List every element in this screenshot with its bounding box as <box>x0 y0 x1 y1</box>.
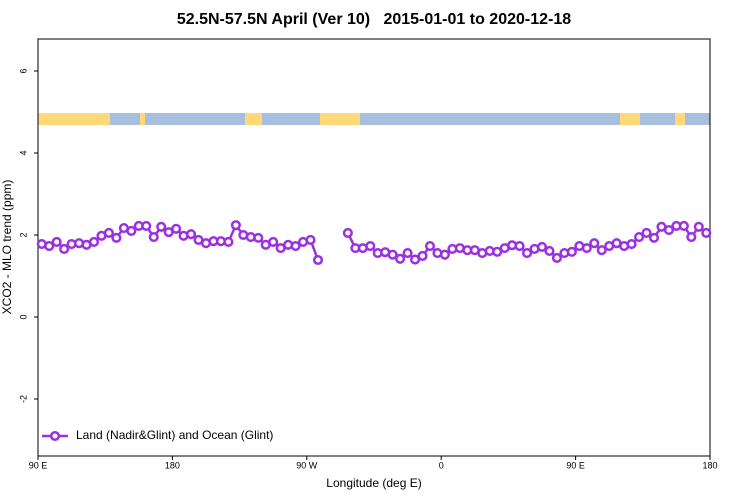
data-point <box>186 229 197 240</box>
data-point <box>230 220 241 231</box>
data-point <box>253 232 264 243</box>
data-point <box>268 236 279 248</box>
y-tick-label: 4 <box>18 150 28 155</box>
x-tick-label: 180 <box>165 460 180 470</box>
data-point <box>693 221 704 232</box>
data-point <box>439 249 450 260</box>
data-point <box>536 241 548 252</box>
x-tick-label: 90 E <box>29 460 48 470</box>
data-point <box>641 227 652 238</box>
data-point <box>589 238 600 249</box>
data-point <box>514 241 525 252</box>
data-point <box>365 241 376 252</box>
data-point <box>156 221 167 232</box>
y-tick-label: 2 <box>18 232 28 237</box>
data-point <box>51 236 62 248</box>
data-point <box>148 231 159 243</box>
data-point <box>141 220 152 232</box>
data-point <box>395 253 406 264</box>
data-point <box>544 245 555 257</box>
data-point <box>103 227 114 238</box>
y-tick-label: -2 <box>18 395 28 403</box>
data-point <box>634 231 645 243</box>
data-point <box>223 236 234 248</box>
data-point <box>596 245 607 256</box>
legend-label: Land (Nadir&Glint) and Ocean (Glint) <box>76 428 273 442</box>
data-point <box>402 247 413 259</box>
data-point <box>88 236 100 248</box>
x-tick-label: 90 W <box>296 460 318 470</box>
data-point <box>44 241 55 252</box>
data-point <box>678 220 689 232</box>
y-axis-label: XCO2 - MLO trend (ppm) <box>0 180 14 315</box>
data-point <box>59 243 70 254</box>
data-point <box>111 232 122 243</box>
chart-title: 52.5N-57.5N April (Ver 10) 2015-01-01 to… <box>177 11 571 28</box>
data-point <box>522 247 533 259</box>
data-point <box>551 252 562 264</box>
x-axis-label: Longitude (deg E) <box>326 476 421 490</box>
data-point <box>581 243 592 254</box>
data-point <box>342 227 353 238</box>
land-ocean-strip <box>38 113 710 125</box>
data-point <box>566 246 577 257</box>
data-point <box>648 232 660 243</box>
data-point <box>417 250 428 261</box>
x-tick-label: 180 <box>702 460 717 470</box>
data-point <box>312 254 324 266</box>
data-point <box>686 231 697 243</box>
data-point <box>424 241 436 252</box>
data-point <box>410 254 421 265</box>
y-tick-label: 0 <box>18 314 28 319</box>
data-point <box>626 238 637 250</box>
data-point <box>492 246 503 257</box>
data-point <box>305 234 316 245</box>
legend-marker <box>49 430 61 442</box>
y-tick-label: 6 <box>18 68 28 73</box>
data-point <box>387 249 398 260</box>
data-point <box>701 227 712 238</box>
data-point <box>663 225 674 236</box>
data-point <box>126 225 137 236</box>
data-point <box>290 241 301 252</box>
x-tick-label: 90 E <box>566 460 585 470</box>
data-point <box>171 223 182 234</box>
plot-frame <box>37 38 711 457</box>
x-tick-label: 0 <box>439 460 444 470</box>
